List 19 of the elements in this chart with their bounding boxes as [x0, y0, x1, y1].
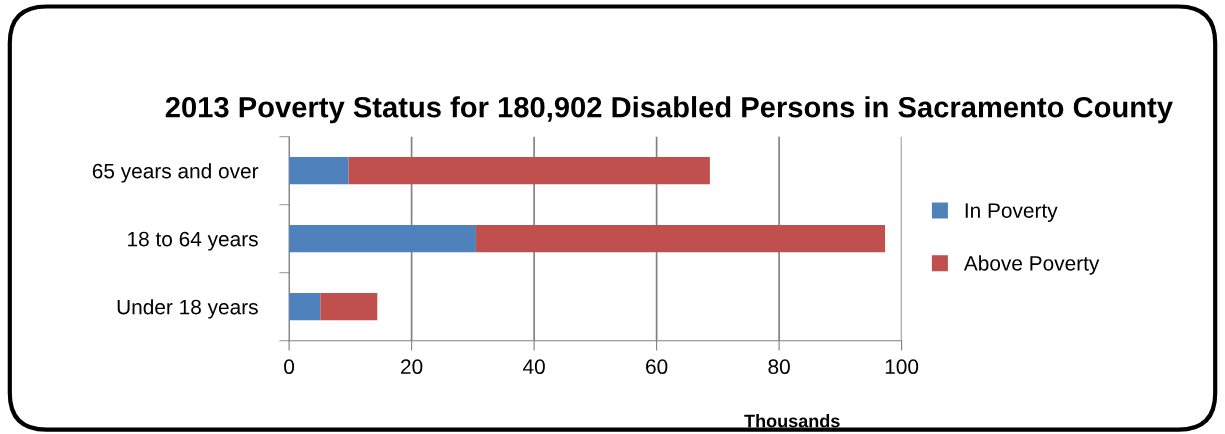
x-tick-label: 20 — [401, 359, 423, 375]
x-tick-label: 100 — [885, 359, 919, 375]
bar — [289, 225, 476, 253]
x-tick-label: 40 — [522, 359, 545, 375]
legend-label: Above Poverty — [963, 255, 1100, 275]
legend-label: In Poverty — [965, 203, 1058, 223]
y-tick-label: 65 years and over — [92, 163, 259, 183]
bar — [289, 157, 349, 185]
bar — [348, 157, 710, 185]
x-tick-label: 60 — [646, 359, 668, 375]
y-tick-label: 18 to 64 years — [128, 231, 258, 251]
bar — [475, 225, 886, 253]
x-tick-label: 0 — [284, 359, 295, 375]
chart-title: 2013 Poverty Status for 180,902 Disabled Persons in Sacramento County — [165, 96, 1173, 124]
x-tick-label: 80 — [768, 359, 790, 375]
y-tick-label: Under 18 years — [117, 299, 258, 319]
bar — [289, 293, 321, 321]
bar — [320, 293, 378, 321]
x-axis-title: Thousands — [744, 414, 840, 428]
